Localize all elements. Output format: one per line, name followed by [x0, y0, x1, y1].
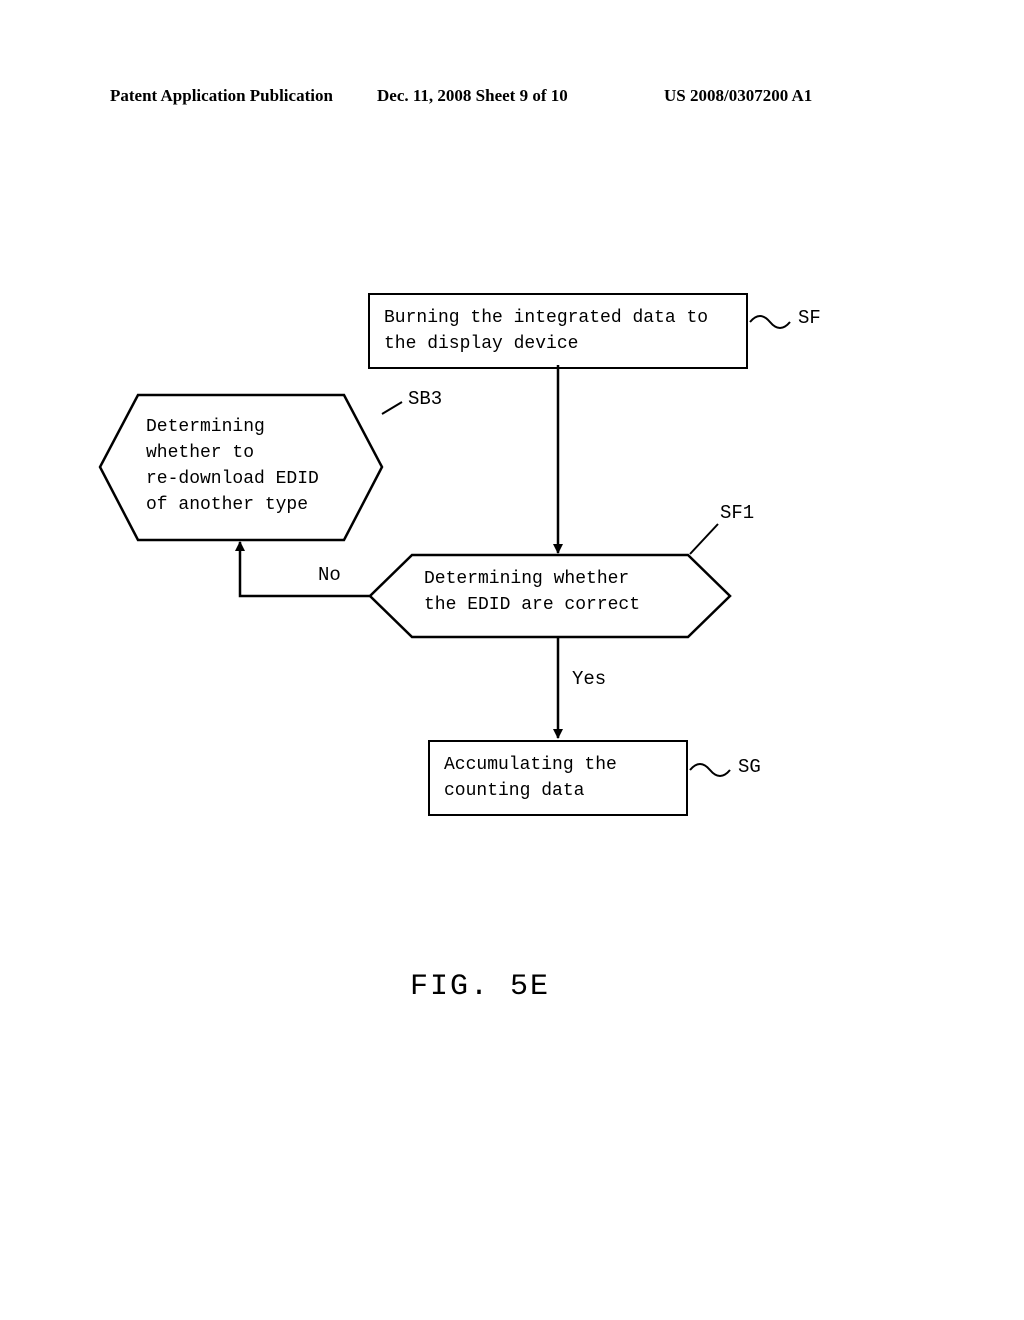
edges [0, 0, 1024, 1320]
edge-label-no: No [318, 564, 341, 586]
edge-label-yes: Yes [572, 668, 606, 690]
figure-caption: FIG. 5E [410, 970, 550, 1004]
